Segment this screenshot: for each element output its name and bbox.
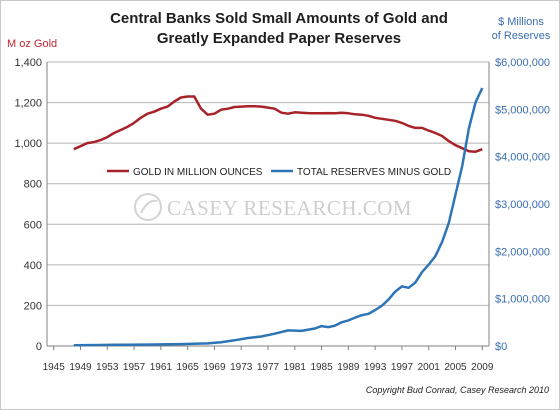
right-axis-tick-label: $4,000,000 — [495, 152, 550, 164]
watermark-text: CASEY RESEARCH.COM — [167, 196, 412, 220]
x-axis-tick-label: 1977 — [257, 362, 280, 373]
legend: GOLD IN MILLION OUNCES TOTAL RESERVES MI… — [107, 167, 451, 178]
x-axis-tick-label: 1997 — [391, 362, 414, 373]
x-axis-tick-label: 1949 — [69, 362, 92, 373]
series-lines — [73, 87, 484, 347]
left-axis-tick-label: 1,400 — [14, 57, 42, 69]
left-axis-unit-label: M oz Gold — [7, 38, 57, 50]
x-axis-tick-label: 2001 — [418, 362, 441, 373]
left-axis-tick-label: 800 — [24, 179, 42, 191]
series-line-reserves — [73, 87, 484, 347]
left-axis-tick-label: 400 — [24, 260, 42, 272]
x-axis-tick-label: 2009 — [471, 362, 494, 373]
right-axis-unit-label-line-2: of Reserves — [492, 30, 551, 42]
x-axis-tick-label: 1945 — [43, 362, 66, 373]
x-axis-tick-label: 1961 — [150, 362, 173, 373]
legend-label-reserves: TOTAL RESERVES MINUS GOLD — [297, 167, 451, 178]
tick-labels: 0 200 400 600 800 1,000 1,200 1,400 $0 $1,000,000… — [14, 57, 550, 373]
right-axis-tick-label: $2,000,000 — [495, 246, 550, 258]
chart-title-line-2: Greatly Expanded Paper Reserves — [157, 30, 401, 47]
x-axis-tick-label: 1969 — [203, 362, 226, 373]
right-axis-tick-label: $6,000,000 — [495, 57, 550, 69]
watermark: CASEY RESEARCH.COM — [134, 193, 412, 221]
x-axis-tick-label: 1957 — [123, 362, 146, 373]
x-axis-tick-label: 1973 — [230, 362, 253, 373]
x-axis-tick-label: 1981 — [284, 362, 307, 373]
left-axis-tick-label: 1,200 — [14, 98, 42, 110]
copyright-credit: Copyright Bud Conrad, Casey Research 201… — [366, 385, 549, 395]
x-axis-tick-label: 1993 — [364, 362, 387, 373]
right-axis-unit-label-line-1: $ Millions — [498, 16, 544, 28]
left-axis-tick-label: 0 — [36, 341, 42, 353]
right-axis-tick-label: $1,000,000 — [495, 294, 550, 306]
right-axis-tick-label: $3,000,000 — [495, 199, 550, 211]
watermark-logo-icon — [134, 193, 162, 221]
left-axis-tick-label: 1,000 — [14, 138, 42, 150]
legend-label-gold: GOLD IN MILLION OUNCES — [133, 167, 263, 178]
x-axis-tick-label: 1985 — [310, 362, 333, 373]
right-axis-tick-label: $5,000,000 — [495, 104, 550, 116]
x-axis-tick-label: 2005 — [444, 362, 467, 373]
x-axis-tick-label: 1989 — [337, 362, 360, 373]
left-axis-tick-label: 200 — [24, 300, 42, 312]
x-axis-tick-label: 1965 — [177, 362, 200, 373]
series-line-gold — [73, 95, 483, 153]
gridlines — [47, 61, 489, 306]
right-axis-tick-label: $0 — [495, 341, 507, 353]
left-axis-tick-label: 600 — [24, 219, 42, 231]
watermark-swoosh-icon — [140, 199, 158, 214]
chart-title-line-1: Central Banks Sold Small Amounts of Gold… — [110, 10, 448, 27]
x-axis-tick-label: 1953 — [96, 362, 119, 373]
